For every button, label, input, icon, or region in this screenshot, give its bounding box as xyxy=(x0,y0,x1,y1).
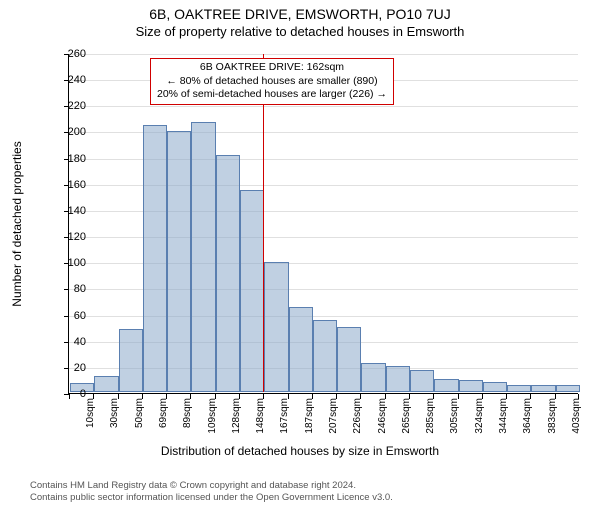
histogram-bar xyxy=(264,262,288,392)
x-tick-label: 148sqm xyxy=(255,398,266,434)
histogram-bar xyxy=(507,385,531,392)
histogram-bar xyxy=(434,379,458,392)
y-tick-label: 60 xyxy=(46,310,86,322)
y-tick-label: 0 xyxy=(46,388,86,400)
histogram-bar xyxy=(143,125,167,392)
x-tick-mark xyxy=(118,394,119,399)
x-tick-label: 226sqm xyxy=(352,398,363,434)
page-subtitle: Size of property relative to detached ho… xyxy=(0,24,600,39)
histogram-bar xyxy=(94,376,118,392)
x-tick-label: 403sqm xyxy=(571,398,582,434)
histogram-chart: 10sqm30sqm50sqm69sqm89sqm109sqm128sqm148… xyxy=(68,54,578,394)
callout-line-1: 6B OAKTREE DRIVE: 162sqm xyxy=(157,61,387,75)
x-tick-mark xyxy=(336,394,337,399)
y-axis-label: Number of detached properties xyxy=(10,141,24,306)
gridline xyxy=(69,106,578,107)
plot-area: 10sqm30sqm50sqm69sqm89sqm109sqm128sqm148… xyxy=(68,54,578,394)
x-tick-label: 69sqm xyxy=(158,398,169,428)
y-tick-label: 120 xyxy=(46,231,86,243)
histogram-bar xyxy=(216,155,240,392)
x-tick-label: 187sqm xyxy=(304,398,315,434)
callout-line-3: 20% of semi-detached houses are larger (… xyxy=(157,88,387,102)
x-tick-label: 109sqm xyxy=(207,398,218,434)
histogram-bar xyxy=(289,307,313,392)
x-tick-mark xyxy=(263,394,264,399)
callout-box: 6B OAKTREE DRIVE: 162sqm ← 80% of detach… xyxy=(150,58,394,105)
chart-container: 6B, OAKTREE DRIVE, EMSWORTH, PO10 7UJ Si… xyxy=(0,6,600,506)
x-tick-mark xyxy=(458,394,459,399)
x-tick-mark xyxy=(166,394,167,399)
x-tick-label: 305sqm xyxy=(449,398,460,434)
footer-attribution: Contains HM Land Registry data © Crown c… xyxy=(0,480,600,504)
x-tick-mark xyxy=(385,394,386,399)
x-tick-label: 167sqm xyxy=(279,398,290,434)
x-tick-mark xyxy=(555,394,556,399)
histogram-bar xyxy=(361,363,385,392)
x-tick-mark xyxy=(288,394,289,399)
histogram-bar xyxy=(459,380,483,392)
histogram-bar xyxy=(556,385,580,392)
footer-line-2: Contains public sector information licen… xyxy=(30,492,600,504)
x-tick-mark xyxy=(190,394,191,399)
histogram-bar xyxy=(191,122,215,392)
y-tick-label: 20 xyxy=(46,362,86,374)
x-tick-label: 285sqm xyxy=(425,398,436,434)
y-tick-label: 100 xyxy=(46,257,86,269)
x-tick-label: 265sqm xyxy=(401,398,412,434)
y-tick-label: 80 xyxy=(46,283,86,295)
x-tick-label: 10sqm xyxy=(85,398,96,428)
x-tick-label: 89sqm xyxy=(182,398,193,428)
histogram-bar xyxy=(386,366,410,392)
x-tick-mark xyxy=(142,394,143,399)
y-tick-label: 240 xyxy=(46,74,86,86)
x-tick-label: 383sqm xyxy=(547,398,558,434)
x-tick-mark xyxy=(93,394,94,399)
histogram-bar xyxy=(313,320,337,392)
x-tick-mark xyxy=(360,394,361,399)
histogram-bar xyxy=(483,382,507,392)
x-tick-mark xyxy=(482,394,483,399)
gridline xyxy=(69,54,578,55)
x-axis-label: Distribution of detached houses by size … xyxy=(0,444,600,458)
histogram-bar xyxy=(119,329,143,392)
x-tick-mark xyxy=(506,394,507,399)
x-tick-mark xyxy=(312,394,313,399)
x-tick-label: 324sqm xyxy=(474,398,485,434)
y-tick-label: 220 xyxy=(46,100,86,112)
x-tick-mark xyxy=(578,394,579,399)
y-tick-label: 140 xyxy=(46,205,86,217)
x-tick-label: 364sqm xyxy=(522,398,533,434)
x-tick-label: 344sqm xyxy=(498,398,509,434)
y-tick-label: 160 xyxy=(46,179,86,191)
x-tick-label: 50sqm xyxy=(134,398,145,428)
y-tick-label: 260 xyxy=(46,48,86,60)
x-tick-mark xyxy=(433,394,434,399)
x-tick-mark xyxy=(409,394,410,399)
y-tick-label: 200 xyxy=(46,126,86,138)
y-tick-label: 40 xyxy=(46,336,86,348)
histogram-bar xyxy=(167,131,191,392)
histogram-bar xyxy=(240,190,264,392)
x-tick-label: 128sqm xyxy=(231,398,242,434)
histogram-bar xyxy=(531,385,555,392)
x-tick-mark xyxy=(215,394,216,399)
x-tick-label: 30sqm xyxy=(109,398,120,428)
footer-line-1: Contains HM Land Registry data © Crown c… xyxy=(30,480,600,492)
x-tick-label: 246sqm xyxy=(377,398,388,434)
x-tick-mark xyxy=(239,394,240,399)
x-tick-mark xyxy=(530,394,531,399)
callout-line-2: ← 80% of detached houses are smaller (89… xyxy=(157,75,387,89)
page-title: 6B, OAKTREE DRIVE, EMSWORTH, PO10 7UJ xyxy=(0,6,600,22)
histogram-bar xyxy=(337,327,361,392)
y-tick-label: 180 xyxy=(46,153,86,165)
x-tick-label: 207sqm xyxy=(328,398,339,434)
histogram-bar xyxy=(410,370,434,392)
